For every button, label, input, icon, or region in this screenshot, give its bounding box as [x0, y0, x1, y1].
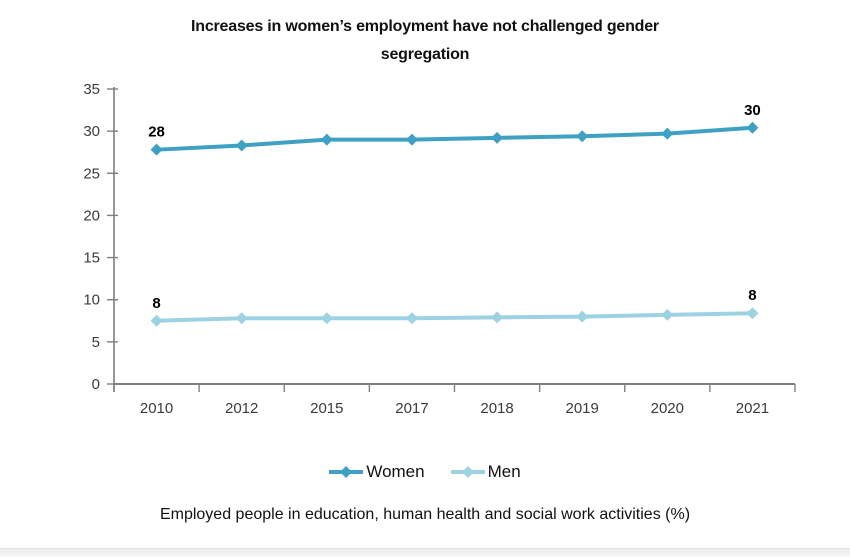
- x-tick-label: 2021: [736, 400, 769, 417]
- line-chart: 0 5 10 15 20 25 30 35 2010 2012 2015 2017 2018 2019 20…: [83, 81, 796, 417]
- y-tick-label: 35: [83, 81, 100, 98]
- x-tick-label: 2019: [566, 400, 599, 417]
- chart-caption: Employed people in education, human heal…: [159, 506, 691, 523]
- data-point-marker-women: [235, 139, 248, 152]
- y-tick-label: 30: [83, 123, 100, 140]
- data-point-marker-men: [150, 314, 163, 327]
- data-point-marker-women: [661, 127, 674, 140]
- legend-item-women: Women: [329, 462, 425, 482]
- slide-bottom-edge: [0, 548, 850, 557]
- y-tick-label: 20: [83, 207, 100, 224]
- x-tick-label: 2015: [310, 400, 343, 417]
- data-point-marker-men: [491, 311, 504, 324]
- chart-title: Increases in women’s employment have not…: [191, 18, 659, 63]
- data-point-marker-women: [491, 131, 504, 144]
- y-tick-label: 15: [83, 250, 100, 267]
- x-tick-label: 2010: [140, 400, 173, 417]
- y-tick-label: 0: [92, 376, 100, 393]
- legend-item-men: Men: [450, 462, 521, 482]
- end-value-label-men: 8: [748, 287, 756, 304]
- data-point-marker-men: [320, 312, 333, 325]
- x-tick-label: 2012: [225, 400, 258, 417]
- legend-label-women: Women: [366, 462, 425, 481]
- start-value-label-women: 28: [148, 124, 165, 141]
- data-point-marker-women: [746, 121, 759, 134]
- end-value-label-women: 30: [744, 102, 761, 119]
- x-tick-label: 2017: [395, 400, 428, 417]
- women-line-marker-icon: [329, 466, 364, 478]
- legend-label-men: Men: [487, 462, 521, 481]
- data-point-marker-men: [661, 308, 674, 321]
- data-point-marker-women: [405, 133, 418, 146]
- data-point-marker-women: [576, 130, 589, 143]
- men-line-marker-icon: [450, 466, 485, 478]
- x-tick-label: 2018: [480, 400, 513, 417]
- data-point-marker-men: [235, 312, 248, 325]
- start-value-label-men: 8: [152, 295, 160, 312]
- data-point-marker-men: [746, 307, 759, 320]
- data-point-marker-men: [405, 312, 418, 325]
- series-line-men: [156, 311, 753, 323]
- data-point-marker-women: [150, 143, 163, 156]
- data-point-marker-men: [576, 310, 589, 323]
- data-point-marker-women: [320, 133, 333, 146]
- y-tick-label: 25: [83, 165, 100, 182]
- y-tick-label: 5: [92, 334, 100, 351]
- series-line-women: [156, 125, 753, 152]
- y-tick-label: 10: [83, 292, 100, 309]
- legend: Women Men: [0, 460, 850, 484]
- x-tick-label: 2020: [651, 400, 684, 417]
